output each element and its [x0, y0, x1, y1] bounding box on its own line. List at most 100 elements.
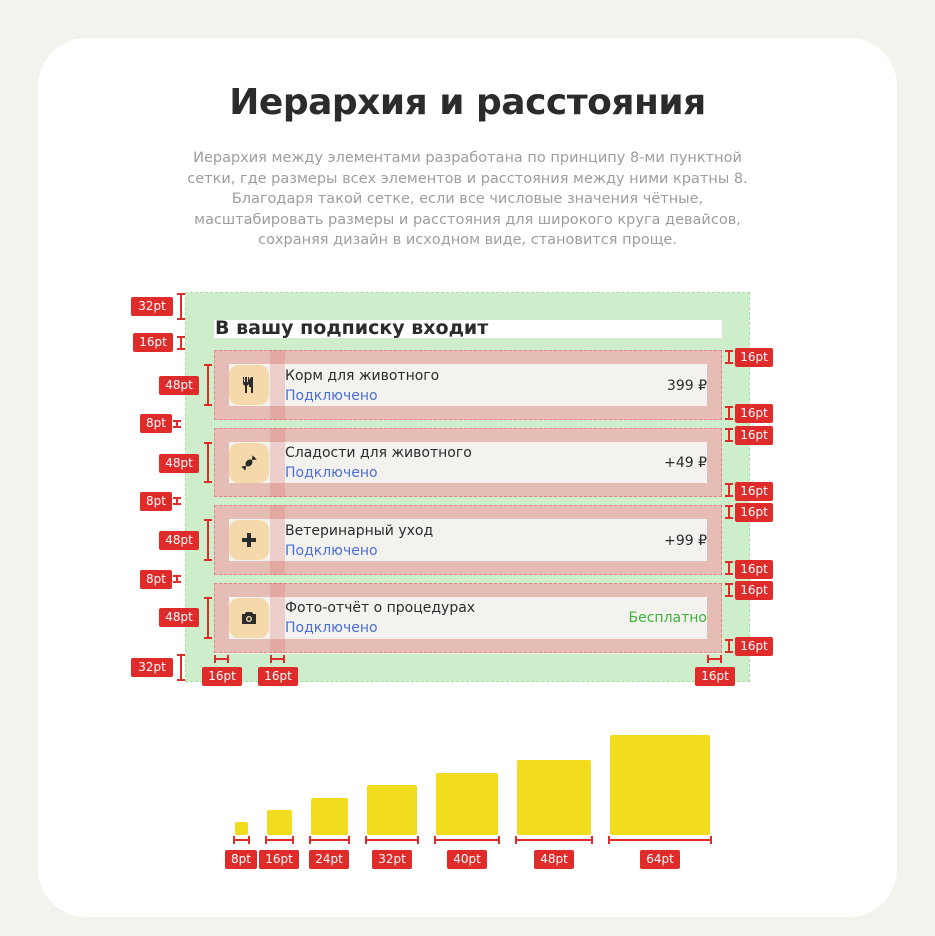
- description-line: сохраняя дизайн в исходном виде, станови…: [258, 232, 677, 248]
- size-square: [517, 760, 591, 835]
- description-line: сетки, где размеры всех элементов и расс…: [187, 170, 748, 187]
- item-price: 399 ₽: [666, 378, 707, 394]
- row-padding-left: [214, 505, 229, 575]
- item-status: Подключено: [285, 620, 378, 636]
- size-badge: 64pt: [640, 850, 680, 869]
- row-gap-strip: [214, 497, 722, 505]
- size-square: [267, 810, 292, 835]
- item-price: +49 ₽: [664, 455, 707, 471]
- camera-icon: [229, 598, 269, 638]
- row-icon-gap: [270, 350, 285, 420]
- item-price: +99 ₽: [664, 533, 707, 549]
- spacing-badge: 8pt: [140, 414, 172, 433]
- spacing-badge: 16pt: [735, 581, 773, 600]
- description-line: Благодаря такой сетке, если все числовые…: [231, 191, 704, 207]
- row-padding-top: [229, 583, 707, 597]
- candy-icon: [229, 443, 269, 483]
- size-square: [436, 773, 498, 835]
- spacing-marker: [707, 655, 722, 663]
- spacing-marker: [725, 639, 733, 653]
- description-line: Иерархия между элементами разработана по…: [193, 150, 742, 166]
- heading-area: [214, 320, 722, 338]
- item-status: Подключено: [285, 465, 378, 481]
- spacing-marker: [204, 442, 212, 483]
- medical-cross-icon: [229, 520, 269, 560]
- spacing-marker: [204, 597, 212, 639]
- spacing-badge: 16pt: [735, 503, 773, 522]
- size-badge: 24pt: [309, 850, 349, 869]
- row-icon-gap: [270, 583, 285, 653]
- spacing-badge: 16pt: [735, 560, 773, 579]
- spacing-badge: 48pt: [159, 531, 199, 550]
- row-content-area: [229, 519, 707, 561]
- item-name: Сладости для животного: [285, 445, 472, 461]
- heading-gap-strip: [214, 338, 722, 350]
- row-gap-strip: [214, 420, 722, 428]
- row-padding-top: [229, 428, 707, 442]
- size-marker: [233, 836, 250, 844]
- row-padding-left: [214, 583, 229, 653]
- size-badge: 16pt: [259, 850, 299, 869]
- row-padding-bottom: [229, 406, 707, 420]
- subscription-heading: В вашу подписку входит: [215, 317, 489, 339]
- row-content-area: [229, 364, 707, 406]
- spacing-badge: 32pt: [131, 297, 173, 316]
- spacing-marker: [270, 655, 285, 663]
- spacing-badge: 16pt: [258, 667, 298, 686]
- page-title: Иерархия и расстояния: [229, 82, 706, 123]
- spacing-badge: 8pt: [140, 492, 172, 511]
- bottom-padding-strip: [214, 654, 722, 681]
- size-badge: 40pt: [447, 850, 487, 869]
- item-status: Подключено: [285, 543, 378, 559]
- spacing-badge: 16pt: [735, 482, 773, 501]
- spacing-marker: [725, 350, 733, 364]
- row-padding-bottom: [229, 483, 707, 497]
- spacing-badge: 16pt: [735, 637, 773, 656]
- spacing-marker: [177, 654, 185, 681]
- spacing-badge: 48pt: [159, 376, 199, 395]
- spacing-marker: [177, 336, 185, 350]
- spacing-marker: [177, 293, 185, 320]
- description-line: масштабировать размеры и расстояния для …: [194, 211, 741, 228]
- size-badge: 8pt: [225, 850, 257, 869]
- top-padding-strip: [214, 293, 722, 320]
- spacing-marker: [725, 561, 733, 575]
- spacing-badge: 48pt: [159, 608, 199, 627]
- size-marker: [365, 836, 419, 844]
- size-square: [235, 822, 248, 835]
- row-padding-left: [214, 350, 229, 420]
- size-marker: [265, 836, 294, 844]
- row-padding-right: [707, 428, 722, 497]
- spacing-badge: 16pt: [202, 667, 242, 686]
- spacing-badge: 16pt: [695, 667, 735, 686]
- cutlery-icon: [229, 365, 269, 405]
- row-gap-strip: [214, 575, 722, 583]
- item-name: Фото-отчёт о процедурах: [285, 600, 476, 616]
- spacing-marker: [204, 519, 212, 561]
- spacing-badge: 16pt: [735, 426, 773, 445]
- size-marker: [515, 836, 593, 844]
- row-padding-bottom: [229, 639, 707, 653]
- row-padding-right: [707, 350, 722, 420]
- row-padding-top: [229, 505, 707, 519]
- row-padding-bottom: [229, 561, 707, 575]
- row-padding-left: [214, 428, 229, 497]
- size-marker: [608, 836, 712, 844]
- item-name: Корм для животного: [285, 368, 440, 384]
- size-square: [610, 735, 710, 835]
- item-name: Ветеринарный уход: [285, 523, 434, 539]
- spacing-marker: [173, 575, 181, 583]
- size-marker: [434, 836, 500, 844]
- spacing-badge: 16pt: [133, 333, 173, 352]
- size-square: [311, 798, 348, 835]
- size-badge: 48pt: [534, 850, 574, 869]
- spacing-marker: [173, 420, 181, 428]
- spacing-badge: 8pt: [140, 570, 172, 589]
- spacing-badge: 16pt: [735, 404, 773, 423]
- row-content-area: [229, 597, 707, 639]
- spacing-marker: [725, 406, 733, 420]
- item-status: Подключено: [285, 388, 378, 404]
- spacing-marker: [173, 497, 181, 505]
- row-content-area: [229, 442, 707, 483]
- spacing-marker: [214, 655, 229, 663]
